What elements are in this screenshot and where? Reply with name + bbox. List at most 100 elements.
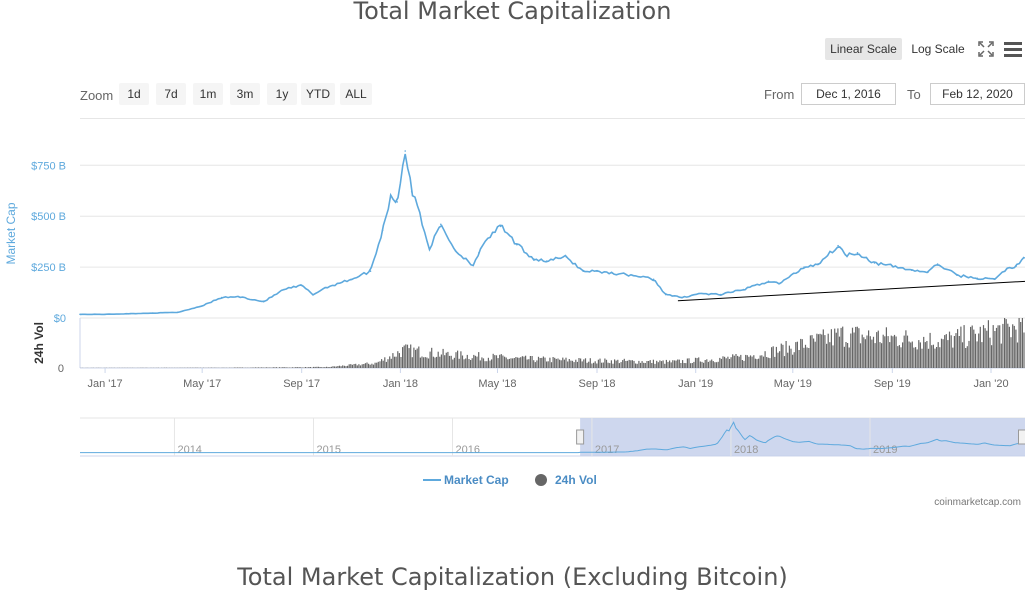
volume-bar xyxy=(431,347,433,368)
volume-bar xyxy=(798,350,800,368)
volume-bar xyxy=(429,351,431,368)
fullscreen-icon[interactable] xyxy=(978,41,994,57)
volume-bar xyxy=(724,356,726,368)
credit-link[interactable]: coinmarketcap.com xyxy=(934,497,1021,508)
volume-bar xyxy=(510,358,512,368)
legend-market-cap[interactable]: Market Cap xyxy=(444,473,509,487)
volume-bar xyxy=(351,364,353,368)
volume-bar xyxy=(287,367,289,368)
volume-bar xyxy=(413,347,415,368)
volume-bar xyxy=(842,326,844,368)
volume-bar xyxy=(882,334,884,368)
linear-scale-button[interactable]: Linear Scale xyxy=(825,38,902,60)
zoom-1d-button[interactable]: 1d xyxy=(119,83,149,105)
volume-bar xyxy=(330,366,332,368)
volume-bar xyxy=(997,325,999,368)
volume-bar xyxy=(691,363,693,368)
volume-bar xyxy=(824,335,826,368)
volume-bar xyxy=(915,347,917,368)
volume-bar xyxy=(432,356,434,368)
volume-bar xyxy=(523,356,525,368)
volume-bar xyxy=(772,346,774,368)
volume-bar xyxy=(730,357,732,368)
volume-bar xyxy=(372,364,375,368)
zoom-7d-button[interactable]: 7d xyxy=(156,83,186,105)
volume-bar xyxy=(947,340,949,368)
volume-bar xyxy=(316,366,318,368)
volume-bar xyxy=(495,355,498,368)
volume-bar xyxy=(306,367,308,368)
volume-bar xyxy=(513,358,515,368)
volume-bar xyxy=(764,351,766,368)
volume-bar xyxy=(931,345,933,368)
navigator-left-handle[interactable] xyxy=(576,429,585,445)
volume-bar xyxy=(563,359,565,368)
market-cap-point xyxy=(300,284,303,287)
zoom-3m-button[interactable]: 3m xyxy=(230,83,260,105)
volume-bar xyxy=(238,367,240,368)
volume-bar xyxy=(518,357,520,368)
volume-bar xyxy=(392,353,394,368)
volume-bar xyxy=(879,342,881,368)
zoom-ytd-button[interactable]: YTD xyxy=(301,83,335,105)
volume-bar xyxy=(800,338,802,368)
from-date-input[interactable]: Dec 1, 2016 xyxy=(801,83,896,105)
chart-axes: $0 $250 B $500 B $750 B 0 Market Cap 24h Vol Ja… xyxy=(4,160,1009,390)
volume-bar xyxy=(743,360,745,368)
volume-bar xyxy=(368,363,370,368)
volume-bar xyxy=(709,360,711,368)
x-tick-label: Sep '17 xyxy=(283,378,320,390)
volume-bar xyxy=(680,363,682,368)
volume-bar xyxy=(827,333,829,368)
market-cap-point xyxy=(440,223,442,226)
volume-bar xyxy=(573,362,575,368)
volume-bar xyxy=(491,359,493,368)
market-cap-point xyxy=(779,282,781,285)
volume-bar xyxy=(617,359,619,368)
volume-bar xyxy=(779,351,781,368)
zoom-1m-button[interactable]: 1m xyxy=(193,83,223,105)
volume-bar xyxy=(622,360,624,368)
zoom-1y-button[interactable]: 1y xyxy=(267,83,297,105)
volume-bar xyxy=(237,367,239,368)
volume-bar xyxy=(534,362,536,368)
to-date-input[interactable]: Feb 12, 2020 xyxy=(930,83,1025,105)
toolbar-divider xyxy=(80,118,1025,119)
volume-bar xyxy=(602,362,604,368)
volume-bar xyxy=(783,356,786,368)
volume-bar xyxy=(340,366,342,368)
volume-bar xyxy=(408,348,410,368)
hamburger-menu-icon[interactable] xyxy=(1003,40,1023,58)
volume-bar xyxy=(416,348,418,368)
volume-bar xyxy=(822,329,824,368)
volume-bar xyxy=(335,366,337,368)
volume-bar xyxy=(591,363,593,368)
volume-bar xyxy=(615,360,617,368)
volume-bar xyxy=(795,342,797,368)
volume-bar xyxy=(272,367,274,368)
market-cap-chart[interactable]: $0 $250 B $500 B $750 B 0 Market Cap 24h Vol Ja… xyxy=(0,118,1025,588)
volume-bar xyxy=(683,363,685,368)
volume-bar xyxy=(803,347,805,368)
volume-bar xyxy=(355,363,357,368)
volume-bar xyxy=(749,355,752,368)
market-cap-point xyxy=(262,300,265,303)
y-tick-label: $0 xyxy=(54,313,66,325)
y-tick-label: $750 B xyxy=(31,160,66,172)
volume-bar xyxy=(385,361,387,368)
log-scale-button[interactable]: Log Scale xyxy=(911,42,965,56)
volume-bar xyxy=(754,358,756,368)
navigator-right-handle[interactable] xyxy=(1018,429,1025,445)
y-axis-title: Market Cap xyxy=(4,202,18,264)
volume-bar xyxy=(630,360,632,368)
legend-volume[interactable]: 24h Vol xyxy=(555,473,597,487)
market-cap-point xyxy=(837,244,839,247)
market-cap-point xyxy=(491,231,494,234)
volume-bar xyxy=(445,352,447,368)
volume-bar xyxy=(1021,318,1023,368)
zoom-all-button[interactable]: ALL xyxy=(340,83,372,105)
volume-bar xyxy=(673,360,676,368)
market-cap-point xyxy=(389,195,392,197)
volume-bar xyxy=(536,360,538,368)
volume-bar xyxy=(1012,324,1014,368)
